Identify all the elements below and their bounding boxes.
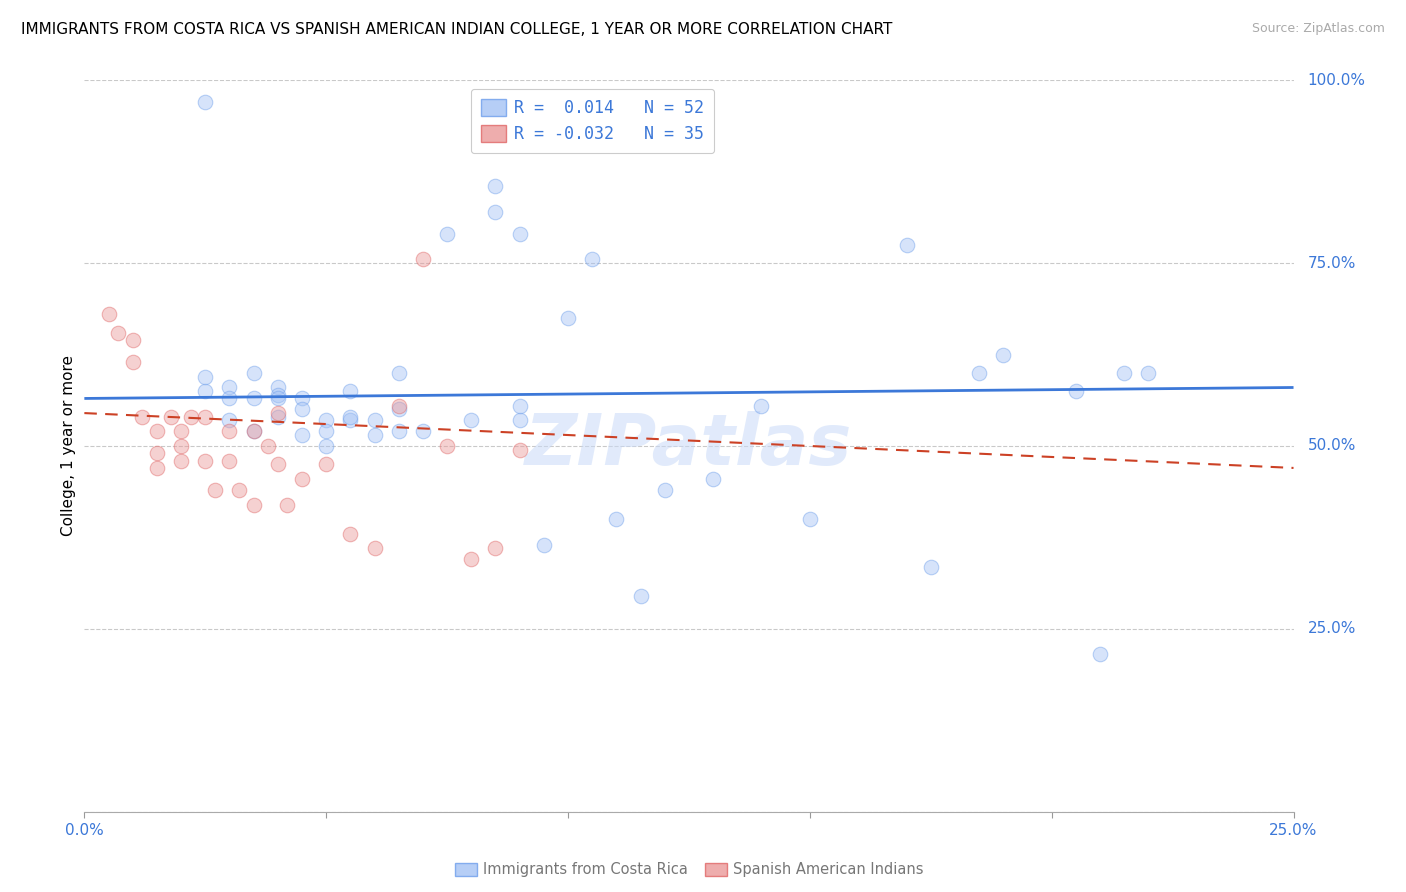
Point [267, 409, 290, 424]
Point [276, 498, 298, 512]
Point [194, 409, 217, 424]
Point [131, 409, 153, 424]
Point [484, 179, 506, 194]
Point [436, 227, 458, 241]
Point [557, 311, 579, 326]
Point [388, 402, 411, 417]
Point [194, 384, 217, 399]
Point [267, 388, 290, 402]
Text: 75.0%: 75.0% [1308, 256, 1355, 270]
Point [218, 413, 240, 427]
Point [218, 453, 240, 467]
Point [1114, 366, 1136, 380]
Point [218, 392, 240, 406]
Point [363, 541, 385, 556]
Point [509, 227, 531, 241]
Point [339, 384, 361, 399]
Point [436, 439, 458, 453]
Point [204, 483, 226, 497]
Y-axis label: College, 1 year or more: College, 1 year or more [60, 356, 76, 536]
Point [1137, 366, 1160, 380]
Point [388, 399, 411, 413]
Point [267, 458, 290, 472]
Point [242, 366, 264, 380]
Point [412, 425, 434, 439]
Point [146, 446, 169, 460]
Point [339, 409, 361, 424]
Point [194, 453, 217, 467]
Point [315, 458, 337, 472]
Point [97, 307, 120, 321]
Point [967, 366, 990, 380]
Point [460, 413, 482, 427]
Point [242, 425, 264, 439]
Point [751, 399, 773, 413]
Point [267, 392, 290, 406]
Point [291, 472, 314, 486]
Point [388, 366, 411, 380]
Point [121, 355, 143, 369]
Point [1064, 384, 1087, 399]
Point [170, 453, 193, 467]
Point [509, 399, 531, 413]
Point [242, 425, 264, 439]
Legend: Immigrants from Costa Rica, Spanish American Indians: Immigrants from Costa Rica, Spanish Amer… [451, 859, 927, 880]
Point [291, 428, 314, 442]
Point [363, 428, 385, 442]
Text: 25.0%: 25.0% [1308, 622, 1355, 636]
Point [257, 439, 280, 453]
Point [630, 589, 652, 603]
Point [218, 380, 240, 394]
Point [460, 552, 482, 566]
Point [1088, 648, 1111, 662]
Point [121, 333, 143, 347]
Point [194, 369, 217, 384]
Point [160, 409, 183, 424]
Point [315, 439, 337, 453]
Point [509, 413, 531, 427]
Legend: R =  0.014   N = 52, R = -0.032   N = 35: R = 0.014 N = 52, R = -0.032 N = 35 [471, 88, 714, 153]
Point [291, 402, 314, 417]
Point [267, 406, 290, 420]
Point [388, 425, 411, 439]
Point [228, 483, 250, 497]
Text: 100.0%: 100.0% [1308, 73, 1365, 87]
Text: IMMIGRANTS FROM COSTA RICA VS SPANISH AMERICAN INDIAN COLLEGE, 1 YEAR OR MORE CO: IMMIGRANTS FROM COSTA RICA VS SPANISH AM… [21, 22, 893, 37]
Point [605, 512, 627, 526]
Text: Source: ZipAtlas.com: Source: ZipAtlas.com [1251, 22, 1385, 36]
Point [146, 425, 169, 439]
Point [484, 541, 506, 556]
Point [180, 409, 202, 424]
Point [242, 392, 264, 406]
Point [315, 413, 337, 427]
Point [654, 483, 676, 497]
Point [291, 392, 314, 406]
Point [363, 413, 385, 427]
Point [533, 538, 555, 552]
Text: ZIPatlas: ZIPatlas [526, 411, 852, 481]
Point [242, 498, 264, 512]
Point [702, 472, 724, 486]
Point [799, 512, 821, 526]
Point [509, 442, 531, 457]
Point [107, 326, 129, 340]
Point [339, 413, 361, 427]
Point [315, 425, 337, 439]
Text: 50.0%: 50.0% [1308, 439, 1355, 453]
Point [339, 526, 361, 541]
Point [218, 425, 240, 439]
Point [170, 425, 193, 439]
Point [484, 205, 506, 219]
Point [993, 348, 1015, 362]
Point [146, 461, 169, 475]
Point [267, 380, 290, 394]
Point [194, 95, 217, 110]
Point [920, 559, 942, 574]
Point [412, 252, 434, 267]
Point [896, 238, 918, 252]
Point [170, 439, 193, 453]
Point [581, 252, 603, 267]
